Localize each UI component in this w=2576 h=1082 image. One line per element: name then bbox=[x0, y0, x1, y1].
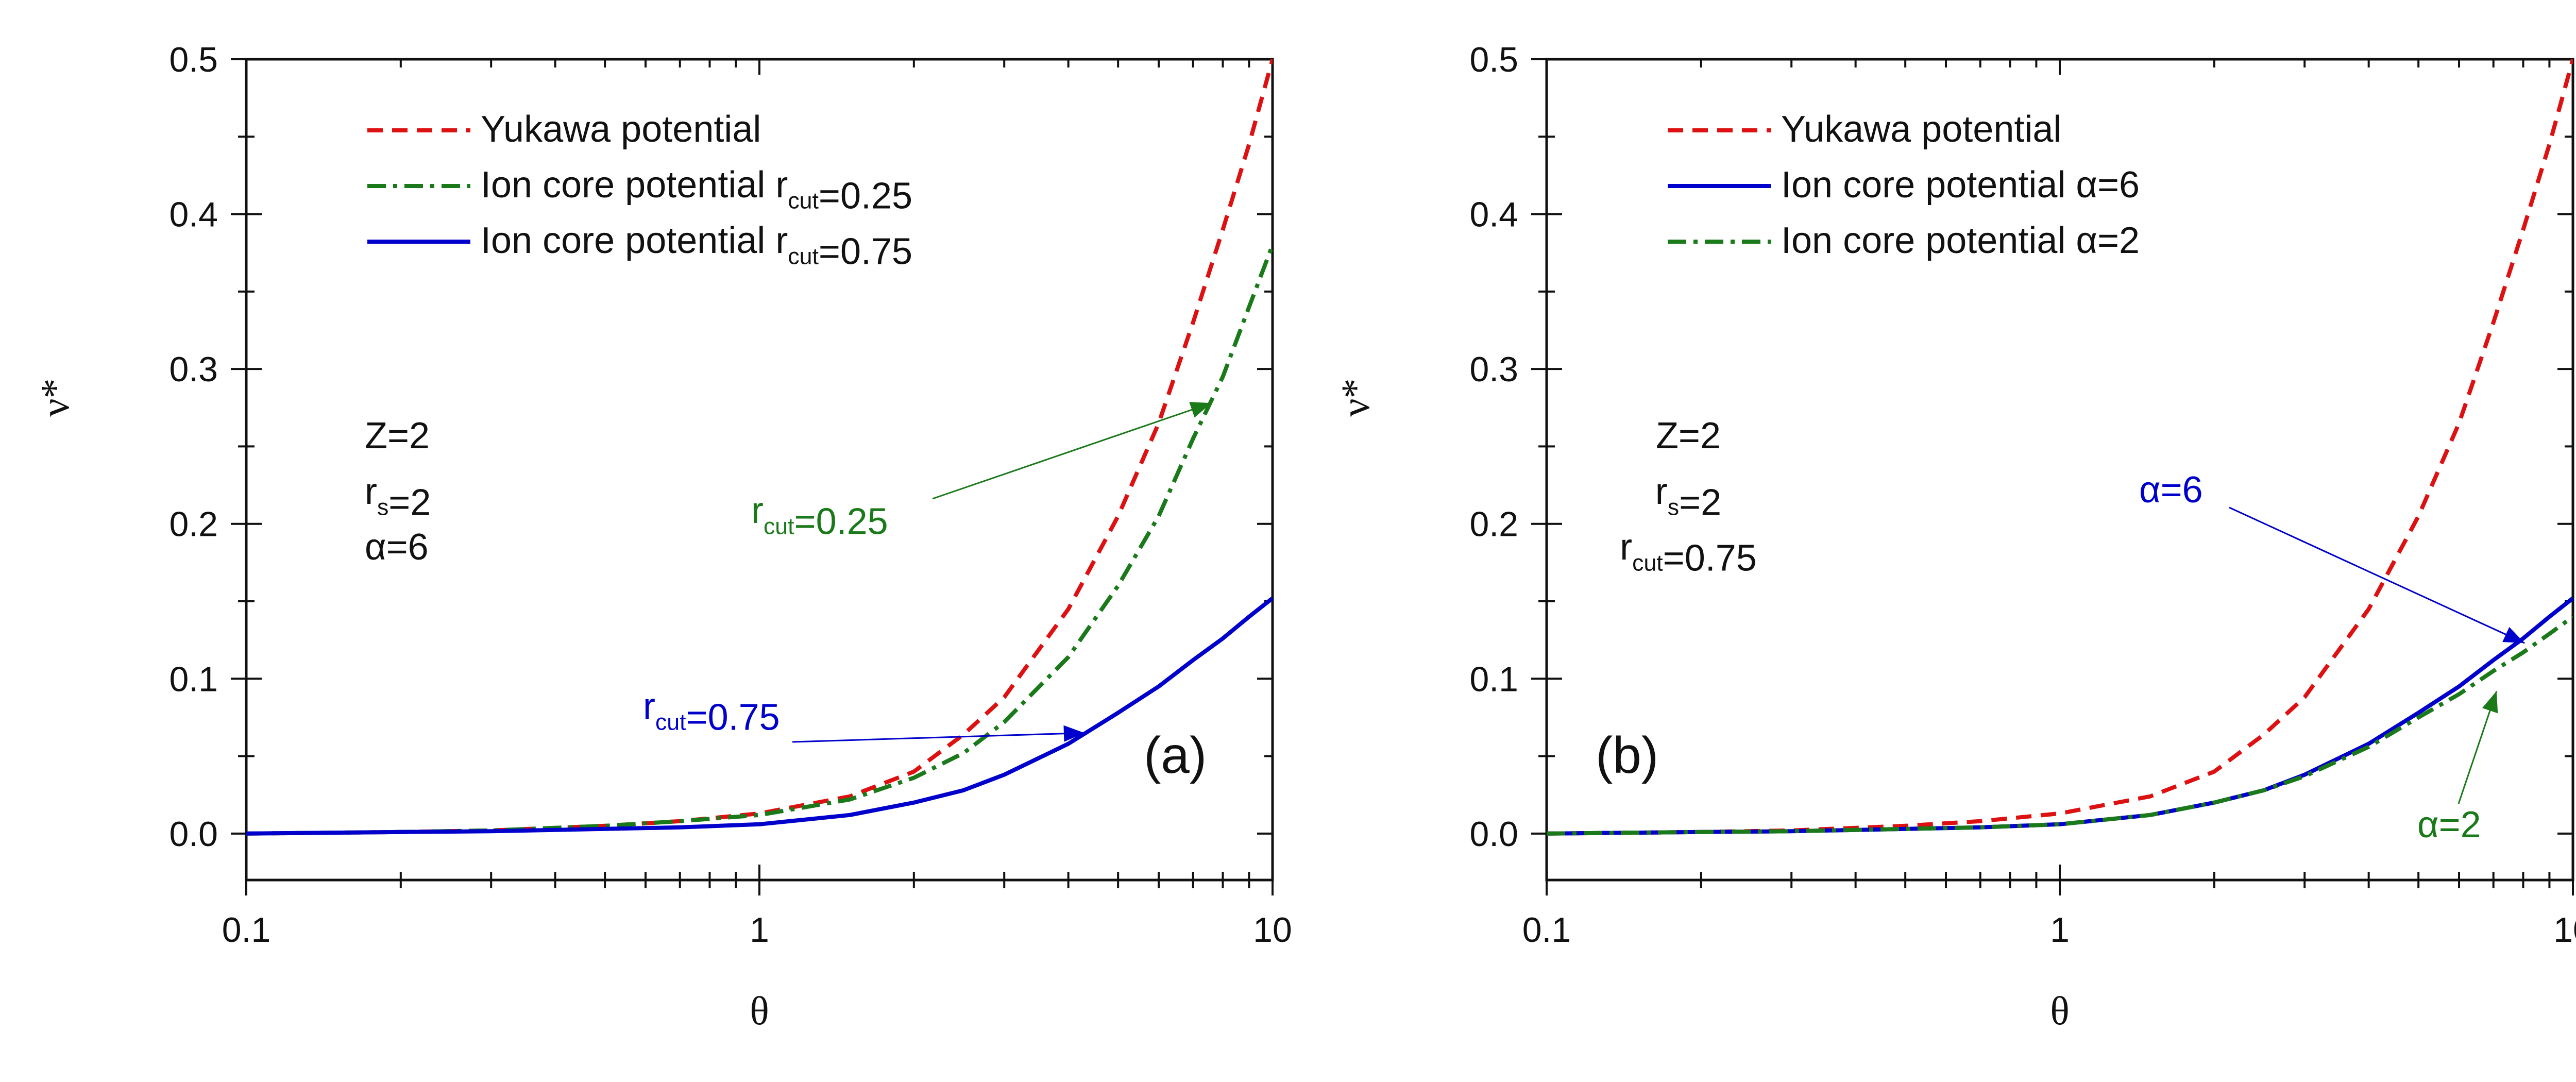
annotation-text: rcut=0.25 bbox=[751, 490, 888, 543]
x-tick-label: 10 bbox=[1253, 910, 1292, 950]
y-tick-label: 0.5 bbox=[1469, 40, 1518, 79]
param-text: Z=2 bbox=[1656, 415, 1721, 457]
x-axis-label: θ bbox=[750, 988, 769, 1033]
series-line-3 bbox=[246, 596, 1273, 836]
y-axis-label: ν* bbox=[32, 378, 77, 416]
arrow-head bbox=[2482, 691, 2498, 714]
y-tick-label: 0.5 bbox=[169, 40, 218, 79]
y-tick-label: 0.0 bbox=[169, 815, 218, 854]
y-tick-label: 0.4 bbox=[1469, 195, 1518, 234]
y-tick-label: 0.2 bbox=[169, 505, 218, 544]
param-text: Z=2 bbox=[365, 415, 430, 457]
y-tick-label: 0.2 bbox=[1469, 505, 1518, 544]
legend-label: Yukawa potential bbox=[1781, 109, 2061, 150]
annotation-arrow bbox=[932, 402, 1212, 500]
param-text: rcut=0.75 bbox=[1620, 527, 1757, 579]
series-line-3 bbox=[1547, 615, 2573, 836]
panel-b: 0.0 0.1 0.2 0.3 0.4 0.5 0.1 1 10 θ ν* Yukawa potent… bbox=[1333, 40, 2576, 1033]
arrow-head bbox=[1063, 725, 1084, 742]
legend-label: Ion core potential rcut=0.25 bbox=[481, 164, 912, 217]
y-tick-label: 0.1 bbox=[169, 660, 218, 699]
x-tick-label: 1 bbox=[2050, 910, 2070, 950]
arrow-head bbox=[2502, 627, 2525, 644]
legend-label: Ion core potential rcut=0.75 bbox=[481, 220, 912, 273]
panel-label: (a) bbox=[1144, 726, 1207, 784]
legend-label: Ion core potential α=2 bbox=[1781, 220, 2140, 261]
x-tick-label: 0.1 bbox=[1522, 910, 1571, 950]
y-tick-label: 0.3 bbox=[1469, 350, 1518, 389]
annotation-text: α=6 bbox=[2139, 469, 2203, 511]
param-text: rs=2 bbox=[1655, 471, 1721, 523]
series-line-1 bbox=[1547, 59, 2573, 836]
panel-a: 0.0 0.1 0.2 0.3 0.4 0.5 0.1 1 10 θ ν* Yukawa potent… bbox=[32, 40, 1292, 1033]
legend-label: Ion core potential α=6 bbox=[1781, 164, 2140, 206]
arrow-head bbox=[1189, 402, 1212, 418]
param-text: rs=2 bbox=[365, 471, 431, 523]
series-line-1 bbox=[246, 59, 1273, 836]
series-group bbox=[1547, 59, 2573, 836]
x-tick-label: 0.1 bbox=[222, 910, 271, 950]
annotation-text: α=2 bbox=[2417, 804, 2481, 846]
y-axis-label: ν* bbox=[1333, 378, 1378, 416]
x-tick-label: 1 bbox=[750, 910, 769, 950]
x-axis-label: θ bbox=[2050, 988, 2069, 1033]
annotation-arrow bbox=[2229, 506, 2525, 644]
y-tick-label: 0.4 bbox=[169, 195, 218, 234]
legend-label: Yukawa potential bbox=[481, 109, 761, 150]
param-text: α=6 bbox=[365, 527, 429, 568]
y-tick-label: 0.3 bbox=[169, 350, 218, 389]
annotation-text: rcut=0.75 bbox=[643, 686, 780, 738]
x-tick-label: 10 bbox=[2553, 910, 2576, 950]
series-group bbox=[246, 59, 1273, 836]
y-tick-label: 0.1 bbox=[1469, 660, 1518, 699]
annotation-arrow bbox=[792, 732, 1084, 743]
y-tick-label: 0.0 bbox=[1469, 815, 1518, 854]
panel-label: (b) bbox=[1596, 726, 1658, 784]
